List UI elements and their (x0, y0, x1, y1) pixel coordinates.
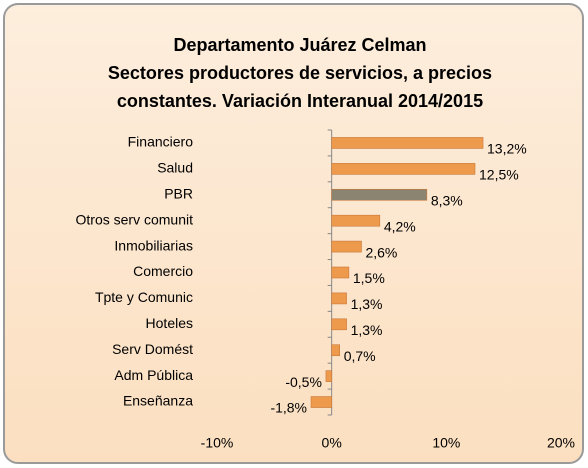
y-tick-label: Financiero (128, 134, 194, 150)
data-label: 1,5% (353, 270, 385, 286)
y-tick-label: Enseñanza (123, 393, 193, 409)
data-label: 2,6% (365, 244, 397, 260)
chart-background (3, 3, 584, 464)
bar (325, 370, 332, 382)
y-tick-label: Otros serv comunit (76, 211, 194, 227)
data-label: 1,3% (351, 296, 383, 312)
x-tick-label: 0% (322, 435, 342, 451)
y-tick-label: Inmobiliarias (114, 237, 193, 253)
bar (331, 240, 362, 253)
data-label: 4,2% (384, 218, 416, 234)
data-label: 0,7% (344, 348, 376, 364)
bar (331, 292, 347, 305)
y-tick-label: Tpte y Comunic (95, 289, 193, 305)
x-tick-label: 10% (432, 435, 460, 451)
y-tick-label: PBR (164, 185, 193, 201)
chart-title: constantes. Variación Interanual 2014/20… (117, 91, 483, 111)
chart-title: Departamento Juárez Celman (173, 35, 426, 55)
data-label: 8,3% (431, 192, 463, 208)
data-label: 1,3% (351, 322, 383, 338)
y-tick-label: Salud (157, 160, 193, 176)
y-tick-label: Comercio (133, 263, 193, 279)
bar (331, 344, 340, 357)
data-label: 13,2% (487, 141, 527, 157)
bar (331, 163, 476, 175)
bar (331, 137, 484, 149)
bar (331, 266, 350, 279)
y-tick-label: Adm Pública (114, 367, 193, 383)
bar (331, 188, 428, 201)
data-label: -1,8% (270, 400, 307, 416)
x-tick-label: 20% (547, 435, 575, 451)
bar (331, 214, 381, 227)
bar (331, 318, 347, 331)
y-tick-label: Serv Domést (112, 341, 193, 357)
x-tick-label: -10% (201, 435, 234, 451)
data-label: -0,5% (285, 374, 322, 390)
chart-title: Sectores productores de servicios, a pre… (108, 63, 492, 83)
y-tick-label: Hoteles (146, 315, 193, 331)
bar (310, 396, 332, 408)
data-label: 12,5% (479, 167, 519, 183)
